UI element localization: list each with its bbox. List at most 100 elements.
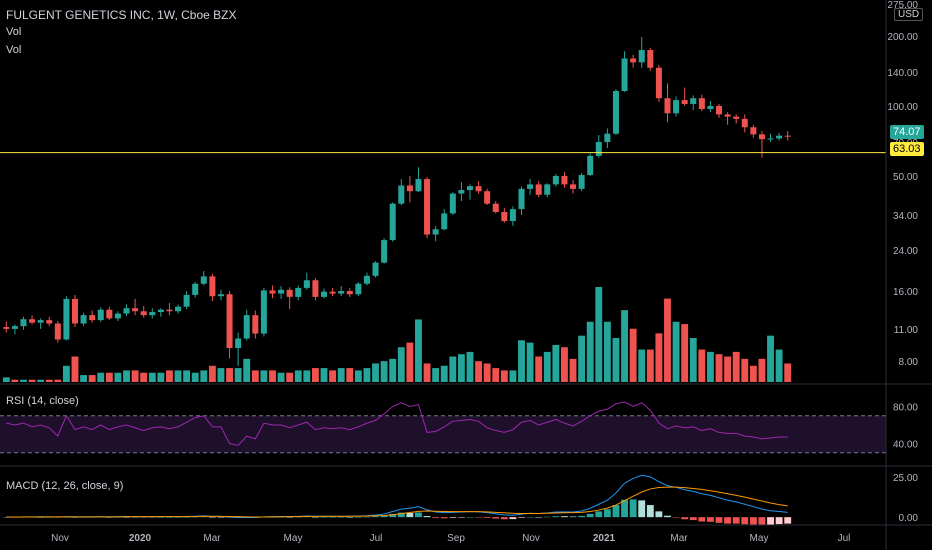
macd-histogram-bar — [698, 517, 706, 522]
volume-bar — [741, 358, 749, 382]
macd-histogram-bar — [37, 517, 45, 518]
macd-histogram-bar — [655, 511, 663, 518]
candle-body — [424, 179, 431, 235]
volume-bar — [200, 370, 208, 382]
macd-histogram-bar — [552, 516, 560, 518]
macd-histogram-bar — [423, 516, 431, 518]
macd-histogram-bar — [432, 517, 440, 518]
macd-histogram-bar — [500, 517, 508, 520]
candle-body — [673, 100, 680, 114]
volume-bar — [346, 368, 354, 382]
macd-histogram-bar — [492, 517, 500, 519]
macd-histogram-bar — [741, 517, 749, 525]
volume-bar — [552, 344, 560, 382]
time-tick-label: Mar — [203, 533, 221, 544]
volume-bar — [71, 356, 79, 382]
volume-bar — [415, 319, 422, 382]
time-tick-label: Mar — [670, 533, 688, 544]
macd-histogram-bar — [595, 511, 603, 518]
volume-bar — [226, 368, 233, 382]
volume-bar — [191, 372, 199, 382]
currency-button[interactable]: USD — [894, 8, 924, 21]
volume-bar — [148, 372, 156, 382]
macd-histogram-bar — [715, 517, 723, 523]
candle-body — [612, 90, 619, 134]
candle-body — [321, 291, 328, 297]
candle-body — [363, 275, 370, 284]
volume-bar — [655, 333, 663, 382]
macd-histogram-bar — [586, 513, 594, 518]
candle-body — [724, 114, 731, 117]
volume-bar — [715, 354, 723, 382]
macd-histogram-bar — [749, 517, 757, 525]
macd-histogram-bar — [638, 500, 646, 518]
price-tick-label: 140.00 — [887, 68, 918, 79]
macd-histogram-bar — [767, 517, 774, 525]
volume-bar — [397, 347, 405, 382]
macd-histogram-bar — [603, 509, 611, 518]
volume-bar — [595, 287, 603, 382]
macd-histogram-bar — [406, 512, 414, 518]
macd-tick-label: 0.00 — [899, 513, 919, 524]
candle-body — [655, 67, 662, 99]
macd-histogram-bar — [80, 517, 88, 518]
volume-bar — [337, 368, 345, 382]
volume-bar — [174, 370, 182, 382]
volume-bar — [406, 342, 414, 382]
volume-bar — [28, 379, 36, 382]
signal-line — [6, 486, 788, 518]
macd-histogram-bar — [380, 515, 388, 518]
candle-body — [441, 213, 448, 230]
last-price-tag: 74.07 — [890, 125, 924, 139]
price-tick-label: 11.00 — [894, 325, 919, 336]
macd-histogram-bar — [183, 517, 191, 518]
candle-body — [647, 50, 654, 68]
macd-histogram-bar — [105, 517, 113, 518]
volume-bar — [449, 356, 457, 382]
macd-histogram-bar — [612, 505, 620, 518]
candle-body — [681, 100, 688, 104]
volume-label-1: Vol — [6, 26, 22, 38]
candle-body — [157, 309, 164, 313]
volume-bar — [500, 370, 508, 382]
macd-histogram-bar — [208, 517, 216, 518]
candle-body — [97, 309, 104, 321]
macd-histogram-bar — [784, 517, 792, 524]
volume-bar — [689, 337, 697, 382]
candle-body — [243, 315, 250, 339]
level-price-tag: 63.03 — [890, 142, 924, 156]
volume-bar — [380, 361, 388, 382]
candle-body — [303, 280, 310, 288]
volume-bar — [475, 361, 483, 382]
price-candles — [3, 36, 791, 367]
time-tick-label: Nov — [51, 533, 69, 544]
volume-bar — [243, 358, 251, 382]
macd-histogram-bar — [758, 517, 766, 526]
volume-bar — [535, 356, 543, 382]
time-tick-label: Jul — [838, 533, 851, 544]
candle-body — [217, 294, 224, 297]
volume-bar — [114, 372, 122, 382]
volume-bar — [54, 379, 62, 382]
volume-bar — [432, 368, 440, 382]
candle-body — [46, 320, 53, 324]
time-tick-label: May — [750, 533, 769, 544]
volume-bar — [603, 321, 611, 382]
candle-body — [509, 209, 516, 222]
candle-body — [295, 287, 302, 297]
macd-histogram-bar — [45, 517, 53, 518]
candle-body — [226, 294, 233, 349]
candle-body — [638, 50, 645, 63]
chart-title: FULGENT GENETICS INC, 1W, Cboe BZX — [6, 8, 237, 22]
volume-bar — [251, 370, 259, 382]
rsi-band — [0, 415, 886, 453]
candle-body — [192, 283, 199, 295]
macd-histogram-bar — [561, 516, 568, 518]
time-tick-label: 2020 — [129, 533, 152, 544]
macd-histogram-bar — [732, 517, 740, 524]
volume-bar — [45, 379, 53, 382]
rsi-tick-label: 80.00 — [893, 403, 918, 414]
price-tick-label: 100.00 — [887, 102, 918, 113]
candle-body — [260, 290, 267, 334]
